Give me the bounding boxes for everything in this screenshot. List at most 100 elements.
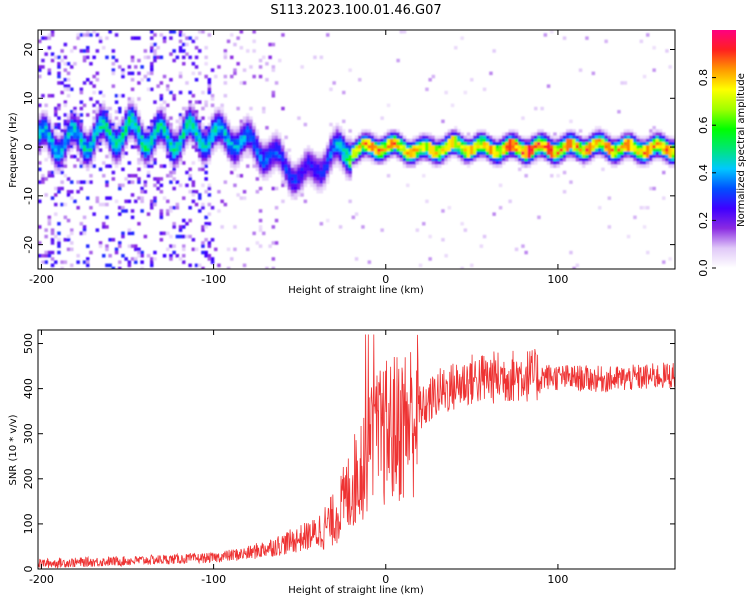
- heatmap-cell: [163, 116, 167, 120]
- heatmap-cell: [240, 123, 244, 127]
- heatmap-cell: [217, 113, 221, 117]
- heatmap-cell: [41, 180, 45, 184]
- heatmap-cell: [208, 88, 212, 92]
- heatmap-cell: [275, 187, 279, 191]
- heatmap-cell: [380, 142, 384, 146]
- heatmap-cell: [112, 123, 116, 127]
- heatmap-cell: [144, 155, 148, 159]
- heatmap-cell: [54, 126, 58, 130]
- heatmap-cell: [387, 142, 391, 146]
- heatmap-cell: [153, 113, 157, 117]
- heatmap-cell: [262, 152, 266, 156]
- heatmap-cell: [172, 145, 176, 149]
- heatmap-cell: [534, 142, 538, 146]
- heatmap-cell: [128, 161, 132, 165]
- heatmap-cell: [550, 161, 554, 165]
- heatmap-cell: [486, 152, 490, 156]
- heatmap-cell: [460, 161, 464, 165]
- heatmap-cell: [182, 248, 186, 252]
- y-tick-label: -20: [22, 236, 35, 254]
- heatmap-cell: [528, 152, 532, 156]
- heatmap-cell: [185, 145, 189, 149]
- heatmap-cell: [121, 206, 125, 210]
- heatmap-cell: [278, 59, 282, 63]
- heatmap-cell: [646, 158, 650, 162]
- heatmap-cell: [313, 158, 317, 162]
- heatmap-cell: [569, 136, 573, 140]
- heatmap-cell: [172, 30, 176, 34]
- heatmap-cell: [332, 81, 336, 85]
- heatmap-cell: [246, 126, 250, 130]
- heatmap-cell: [64, 238, 68, 242]
- heatmap-cell: [435, 155, 439, 159]
- heatmap-cell: [595, 126, 599, 130]
- heatmap-cell: [262, 142, 266, 146]
- heatmap-cell: [406, 148, 410, 152]
- heatmap-cell: [425, 148, 429, 152]
- heatmap-cell: [83, 59, 87, 63]
- heatmap-cell: [281, 107, 285, 111]
- heatmap-cell: [323, 164, 327, 168]
- colorbar-tick-label: 0.8: [697, 69, 710, 87]
- heatmap-cell: [400, 30, 404, 34]
- heatmap-cell: [428, 78, 432, 82]
- heatmap-cell: [176, 164, 180, 168]
- heatmap-cell: [57, 152, 61, 156]
- heatmap-cell: [243, 120, 247, 124]
- heatmap-cell: [150, 257, 154, 261]
- heatmap-cell: [576, 148, 580, 152]
- heatmap-cell: [387, 174, 391, 178]
- heatmap-cell: [393, 132, 397, 136]
- heatmap-cell: [179, 145, 183, 149]
- heatmap-cell: [121, 72, 125, 76]
- heatmap-cell: [169, 36, 173, 40]
- heatmap-cell: [316, 152, 320, 156]
- heatmap-cell: [627, 235, 631, 239]
- heatmap-cell: [182, 196, 186, 200]
- heatmap-cell: [544, 148, 548, 152]
- heatmap-cell: [252, 132, 256, 136]
- heatmap-cell: [422, 145, 426, 149]
- heatmap-cell: [483, 142, 487, 146]
- heatmap-cell: [169, 123, 173, 127]
- heatmap-cell: [636, 139, 640, 143]
- heatmap-cell: [256, 158, 260, 162]
- heatmap-cell: [668, 152, 672, 156]
- heatmap-cell: [492, 148, 496, 152]
- heatmap-cell: [483, 155, 487, 159]
- heatmap-cell: [185, 116, 189, 120]
- heatmap-cell: [316, 177, 320, 181]
- heatmap-cell: [76, 158, 80, 162]
- heatmap-cell: [243, 132, 247, 136]
- heatmap-cell: [380, 161, 384, 165]
- heatmap-cell: [595, 139, 599, 143]
- heatmap-cell: [204, 142, 208, 146]
- heatmap-cell: [131, 126, 135, 130]
- heatmap-cell: [140, 132, 144, 136]
- heatmap-cell: [284, 161, 288, 165]
- heatmap-cell: [166, 174, 170, 178]
- heatmap-cell: [201, 158, 205, 162]
- heatmap-cell: [406, 152, 410, 156]
- heatmap-cell: [80, 152, 84, 156]
- heatmap-cell: [211, 123, 215, 127]
- heatmap-cell: [140, 129, 144, 133]
- heatmap-cell: [668, 257, 672, 261]
- heatmap-cell: [265, 148, 269, 152]
- heatmap-cell: [579, 158, 583, 162]
- heatmap-cell: [265, 164, 269, 168]
- heatmap-cell: [99, 123, 103, 127]
- heatmap-cell: [374, 136, 378, 140]
- heatmap-cell: [521, 148, 525, 152]
- heatmap-cell: [313, 171, 317, 175]
- heatmap-cell: [364, 152, 368, 156]
- heatmap-cell: [76, 116, 80, 120]
- heatmap-cell: [291, 177, 295, 181]
- heatmap-cell: [662, 148, 666, 152]
- heatmap-cell: [195, 110, 199, 114]
- heatmap-cell: [41, 129, 45, 133]
- heatmap-cell: [400, 139, 404, 143]
- heatmap-cell: [147, 152, 151, 156]
- heatmap-cell: [108, 120, 112, 124]
- heatmap-cell: [656, 132, 660, 136]
